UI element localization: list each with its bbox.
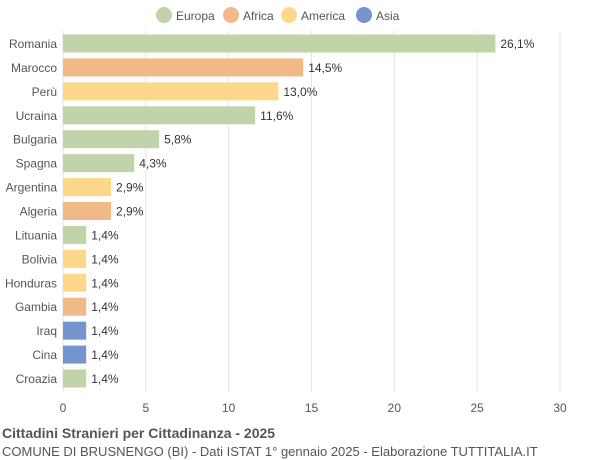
legend-label: Europa: [176, 9, 215, 23]
bar-honduras: [63, 273, 87, 292]
bar-romania: [63, 34, 496, 53]
category-label: Bulgaria: [13, 133, 57, 147]
legend-label: Asia: [376, 9, 400, 23]
category-label: Ucraina: [16, 109, 58, 123]
category-label: Argentina: [6, 181, 58, 195]
category-label: Lituania: [15, 228, 57, 242]
bar-cina: [63, 345, 87, 364]
category-label: Algeria: [20, 205, 58, 219]
data-label: 1,4%: [91, 324, 119, 338]
bar-bolivia: [63, 249, 87, 268]
data-label: 2,9%: [116, 205, 144, 219]
category-label: Romania: [9, 37, 57, 51]
bar-perù: [63, 82, 279, 101]
legend-label: America: [301, 9, 345, 23]
legend-marker-europa: [156, 7, 172, 23]
legend-marker-america: [281, 7, 297, 23]
bar-croazia: [63, 369, 87, 388]
bar-argentina: [63, 178, 112, 197]
x-tick-label: 5: [142, 401, 149, 415]
category-label: Cina: [32, 348, 57, 362]
category-label: Marocco: [11, 61, 57, 75]
data-label: 26,1%: [500, 37, 534, 51]
data-label: 1,4%: [91, 276, 119, 290]
data-label: 4,3%: [139, 157, 167, 171]
legend-label: Africa: [243, 9, 274, 23]
bar-algeria: [63, 202, 112, 221]
data-label: 2,9%: [116, 181, 144, 195]
x-tick-label: 0: [60, 401, 67, 415]
x-tick-label: 15: [305, 401, 319, 415]
bar-iraq: [63, 321, 87, 340]
category-label: Croazia: [16, 372, 58, 386]
x-tick-label: 20: [388, 401, 402, 415]
bar-bulgaria: [63, 130, 160, 149]
chart-title: Cittadini Stranieri per Cittadinanza - 2…: [2, 425, 276, 441]
data-label: 1,4%: [91, 372, 119, 386]
data-label: 11,6%: [260, 109, 293, 123]
data-label: 1,4%: [91, 228, 119, 242]
legend-marker-africa: [223, 7, 239, 23]
data-label: 14,5%: [308, 61, 342, 75]
data-label: 1,4%: [91, 348, 119, 362]
legend-marker-asia: [356, 7, 372, 23]
x-tick-label: 30: [553, 401, 567, 415]
data-label: 13,0%: [283, 85, 317, 99]
bar-chart: 0 5 10 15 20 25 30 Romania 26,1% Marocco 14,5% Perù…: [5, 7, 567, 415]
bar-ucraina: [63, 106, 256, 125]
x-tick-label: 10: [222, 401, 236, 415]
data-label: 5,8%: [164, 133, 192, 147]
chart-subtitle: COMUNE DI BRUSNENGO (BI) - Dati ISTAT 1°…: [2, 444, 538, 459]
data-label: 1,4%: [91, 252, 119, 266]
category-label: Spagna: [16, 157, 58, 171]
category-label: Iraq: [36, 324, 57, 338]
category-label: Honduras: [5, 276, 57, 290]
bar-spagna: [63, 154, 135, 173]
bar-marocco: [63, 58, 304, 77]
bar-gambia: [63, 297, 87, 316]
category-label: Bolivia: [22, 252, 58, 266]
bar-lituania: [63, 225, 87, 244]
category-label: Gambia: [15, 300, 57, 314]
category-label: Perù: [32, 85, 57, 99]
x-tick-label: 25: [470, 401, 484, 415]
data-label: 1,4%: [91, 300, 119, 314]
